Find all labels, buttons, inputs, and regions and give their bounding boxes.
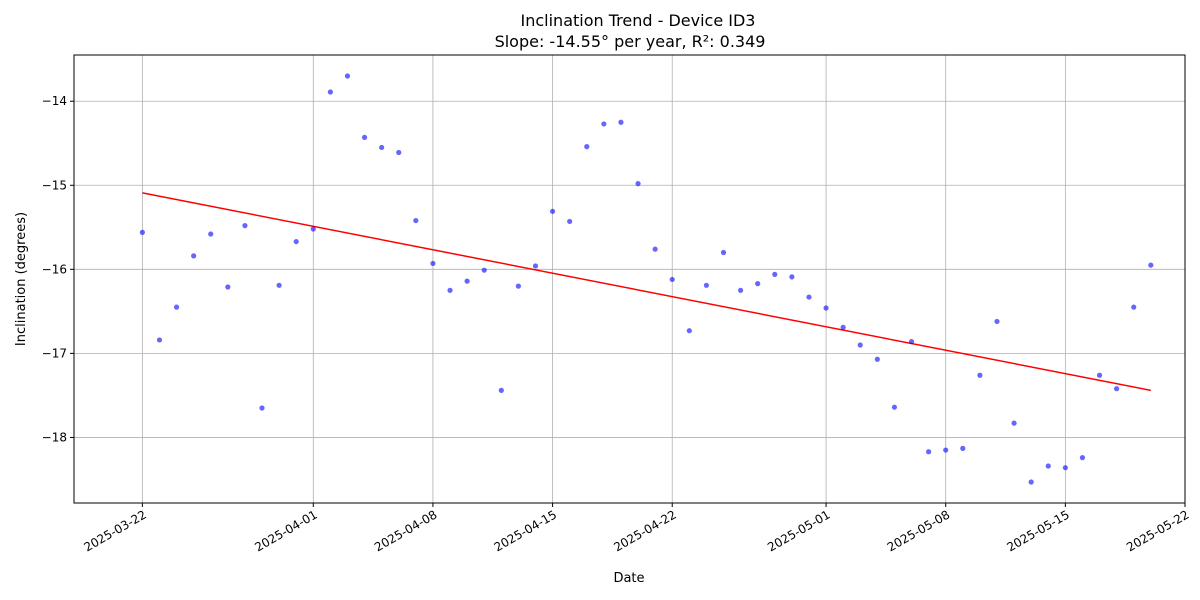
data-point bbox=[738, 287, 744, 293]
data-point bbox=[720, 249, 727, 256]
data-point bbox=[823, 305, 829, 311]
x-tick-label: 2025-05-22 bbox=[1124, 507, 1191, 554]
data-point bbox=[755, 281, 761, 287]
data-point bbox=[584, 144, 590, 150]
data-point bbox=[1028, 479, 1034, 485]
data-point bbox=[891, 404, 898, 410]
x-axis-label: Date bbox=[613, 571, 644, 586]
y-tick-label: −16 bbox=[42, 262, 67, 276]
data-point bbox=[549, 208, 556, 214]
y-axis-label: Inclination (degrees) bbox=[14, 212, 29, 346]
data-point bbox=[447, 287, 453, 293]
data-point bbox=[1096, 372, 1103, 378]
y-tick-label: −17 bbox=[42, 346, 67, 360]
chart-subtitle: Slope: -14.55° per year, R²: 0.349 bbox=[495, 32, 766, 51]
data-point bbox=[806, 294, 812, 300]
data-point bbox=[601, 121, 607, 127]
data-point bbox=[789, 274, 795, 280]
trend-line bbox=[142, 192, 1151, 392]
data-point bbox=[430, 260, 436, 267]
data-point bbox=[1011, 420, 1017, 426]
data-point bbox=[1045, 463, 1051, 469]
data-point bbox=[618, 119, 624, 125]
data-point bbox=[225, 284, 231, 290]
data-point bbox=[567, 218, 573, 225]
data-point bbox=[173, 304, 180, 310]
data-points bbox=[139, 73, 1154, 485]
data-point bbox=[191, 253, 197, 259]
data-point bbox=[908, 339, 915, 345]
x-tick-label: 2025-05-01 bbox=[765, 507, 832, 554]
data-point bbox=[1062, 465, 1068, 471]
chart-title: Inclination Trend - Device ID3 bbox=[521, 11, 756, 30]
x-tick-label: 2025-05-15 bbox=[1004, 507, 1071, 554]
x-axis-ticks: 2025-03-22 2025-04-01 2025-04-08 2025-04-15… bbox=[81, 503, 1192, 554]
grid-lines bbox=[74, 55, 1186, 503]
data-point bbox=[515, 283, 522, 289]
data-point bbox=[977, 372, 983, 378]
data-point bbox=[139, 229, 145, 235]
data-point bbox=[156, 337, 163, 343]
data-point bbox=[994, 318, 1000, 325]
data-point bbox=[635, 181, 641, 187]
data-point bbox=[259, 405, 265, 411]
y-axis-ticks: −18 −17 −16 −15 −14 bbox=[42, 94, 74, 444]
trend-line-group bbox=[142, 192, 1151, 392]
x-tick-label: 2025-04-01 bbox=[252, 507, 319, 554]
data-point bbox=[1114, 386, 1120, 392]
data-point bbox=[361, 134, 368, 140]
x-tick-label: 2025-04-08 bbox=[372, 507, 439, 554]
data-point bbox=[703, 282, 710, 288]
data-point bbox=[652, 246, 658, 252]
data-point bbox=[276, 282, 282, 288]
data-point bbox=[481, 267, 487, 273]
x-tick-label: 2025-05-08 bbox=[885, 507, 952, 554]
data-point bbox=[242, 223, 248, 229]
data-point bbox=[464, 278, 470, 284]
data-point bbox=[840, 324, 846, 330]
x-tick-label: 2025-04-15 bbox=[492, 507, 559, 554]
data-point bbox=[1148, 262, 1154, 268]
data-point bbox=[293, 238, 299, 245]
y-tick-label: −15 bbox=[42, 178, 67, 192]
data-point bbox=[1131, 304, 1137, 310]
data-point bbox=[943, 447, 949, 453]
data-point bbox=[857, 342, 863, 348]
data-point bbox=[344, 73, 351, 79]
y-tick-label: −14 bbox=[42, 94, 67, 108]
data-point bbox=[327, 89, 333, 95]
data-point bbox=[413, 217, 419, 224]
data-point bbox=[1079, 455, 1086, 461]
data-point bbox=[208, 231, 214, 237]
y-tick-label: −18 bbox=[42, 430, 67, 444]
data-point bbox=[396, 149, 402, 156]
data-point bbox=[772, 271, 778, 277]
data-point bbox=[960, 445, 966, 451]
data-point bbox=[669, 276, 675, 283]
data-point bbox=[874, 356, 880, 362]
x-tick-label: 2025-03-22 bbox=[81, 507, 148, 554]
plot-frame bbox=[73, 54, 1186, 504]
x-tick-label: 2025-04-22 bbox=[611, 507, 678, 554]
data-point bbox=[310, 226, 316, 232]
data-point bbox=[379, 144, 385, 151]
data-point bbox=[532, 263, 539, 269]
data-point bbox=[686, 328, 692, 334]
data-point bbox=[926, 449, 932, 455]
data-point bbox=[498, 387, 504, 393]
